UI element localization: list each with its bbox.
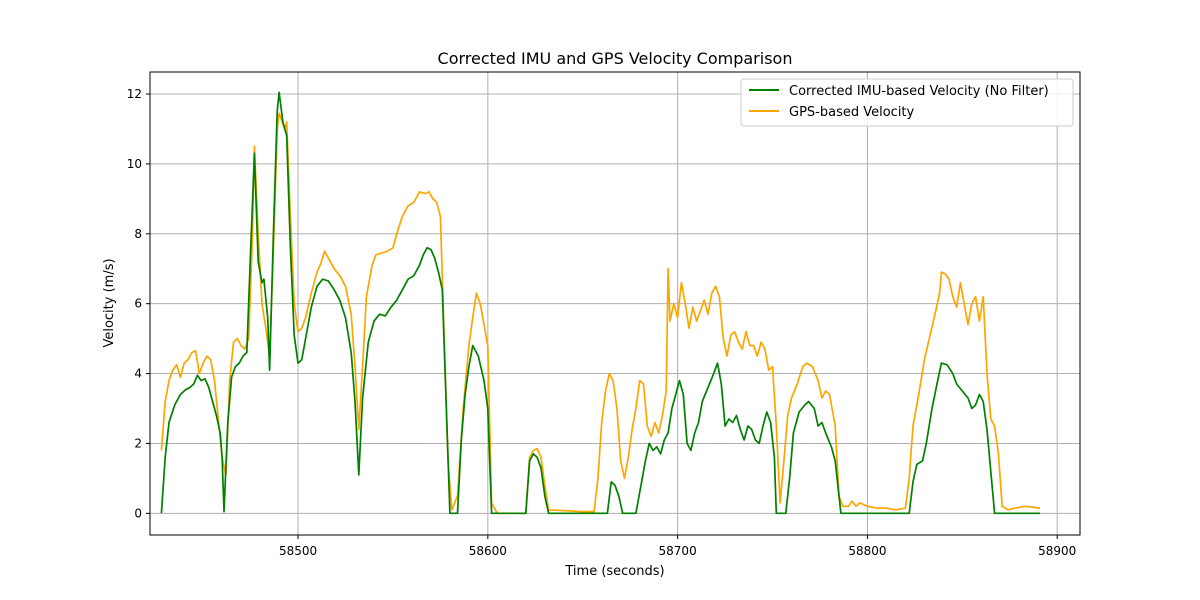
chart-title: Corrected IMU and GPS Velocity Compariso…	[438, 49, 793, 68]
y-axis-label: Velocity (m/s)	[102, 258, 117, 347]
x-axis-label: Time (seconds)	[564, 564, 664, 579]
y-tick-label: 4	[134, 367, 142, 381]
y-tick-label: 2	[134, 436, 142, 450]
x-tick-label: 58600	[469, 544, 507, 558]
y-tick-label: 6	[134, 297, 142, 311]
gps-velocity-line	[160, 112, 1041, 515]
x-tick-label: 58900	[1038, 544, 1076, 558]
y-tick-label: 0	[134, 506, 142, 520]
x-axis-ticks: 58500 58600 58700 58800 58900	[279, 535, 1076, 558]
x-tick-label: 58700	[659, 544, 697, 558]
legend: Corrected IMU-based Velocity (No Filter)…	[740, 78, 1074, 127]
y-tick-label: 12	[127, 87, 142, 101]
legend-label-gps: GPS-based Velocity	[789, 105, 915, 120]
x-tick-label: 58500	[279, 544, 317, 558]
y-tick-label: 8	[134, 227, 142, 241]
legend-label-imu: Corrected IMU-based Velocity (No Filter)	[789, 84, 1049, 99]
y-axis-ticks: 0 2 4 6 8 10 12	[127, 87, 150, 520]
x-tick-label: 58800	[848, 544, 886, 558]
grid	[150, 72, 1080, 535]
series-lines	[160, 91, 1041, 515]
legend-box	[740, 78, 1074, 127]
y-tick-label: 10	[127, 157, 142, 171]
imu-velocity-line	[160, 91, 1041, 515]
